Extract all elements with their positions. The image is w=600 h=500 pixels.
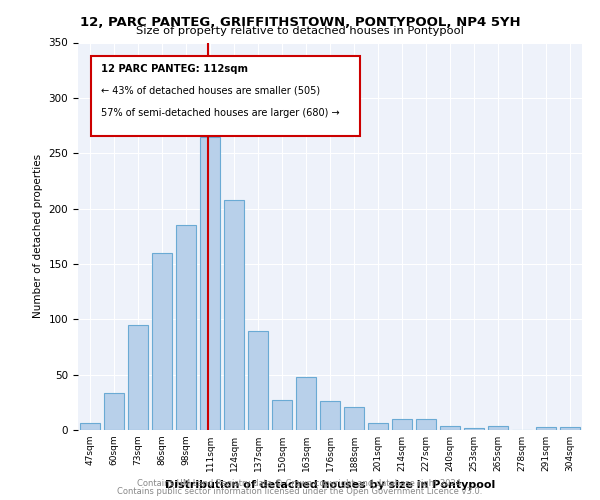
Text: 57% of semi-detached houses are larger (680) →: 57% of semi-detached houses are larger (…	[101, 108, 340, 118]
Bar	[224, 200, 244, 430]
Text: ← 43% of detached houses are smaller (505): ← 43% of detached houses are smaller (50…	[101, 85, 320, 95]
Bar	[560, 426, 580, 430]
Bar	[464, 428, 484, 430]
X-axis label: Distribution of detached houses by size in Pontypool: Distribution of detached houses by size …	[165, 480, 495, 490]
Bar	[80, 424, 100, 430]
Bar	[200, 136, 220, 430]
Bar	[248, 332, 268, 430]
Bar	[440, 426, 460, 430]
Text: Size of property relative to detached houses in Pontypool: Size of property relative to detached ho…	[136, 26, 464, 36]
Bar	[128, 325, 148, 430]
Text: 12 PARC PANTEG: 112sqm: 12 PARC PANTEG: 112sqm	[101, 64, 248, 74]
Bar	[416, 419, 436, 430]
Bar	[536, 426, 556, 430]
Bar	[272, 400, 292, 430]
Bar	[392, 419, 412, 430]
Text: Contains public sector information licensed under the Open Government Licence v3: Contains public sector information licen…	[118, 487, 482, 496]
Bar	[104, 394, 124, 430]
Bar	[368, 424, 388, 430]
Bar	[488, 426, 508, 430]
FancyBboxPatch shape	[91, 56, 360, 136]
Bar	[152, 253, 172, 430]
Text: 12, PARC PANTEG, GRIFFITHSTOWN, PONTYPOOL, NP4 5YH: 12, PARC PANTEG, GRIFFITHSTOWN, PONTYPOO…	[80, 16, 520, 29]
Y-axis label: Number of detached properties: Number of detached properties	[33, 154, 43, 318]
Text: Contains HM Land Registry data © Crown copyright and database right 2024.: Contains HM Land Registry data © Crown c…	[137, 480, 463, 488]
Bar	[296, 377, 316, 430]
Bar	[176, 225, 196, 430]
Bar	[320, 401, 340, 430]
Bar	[344, 407, 364, 430]
